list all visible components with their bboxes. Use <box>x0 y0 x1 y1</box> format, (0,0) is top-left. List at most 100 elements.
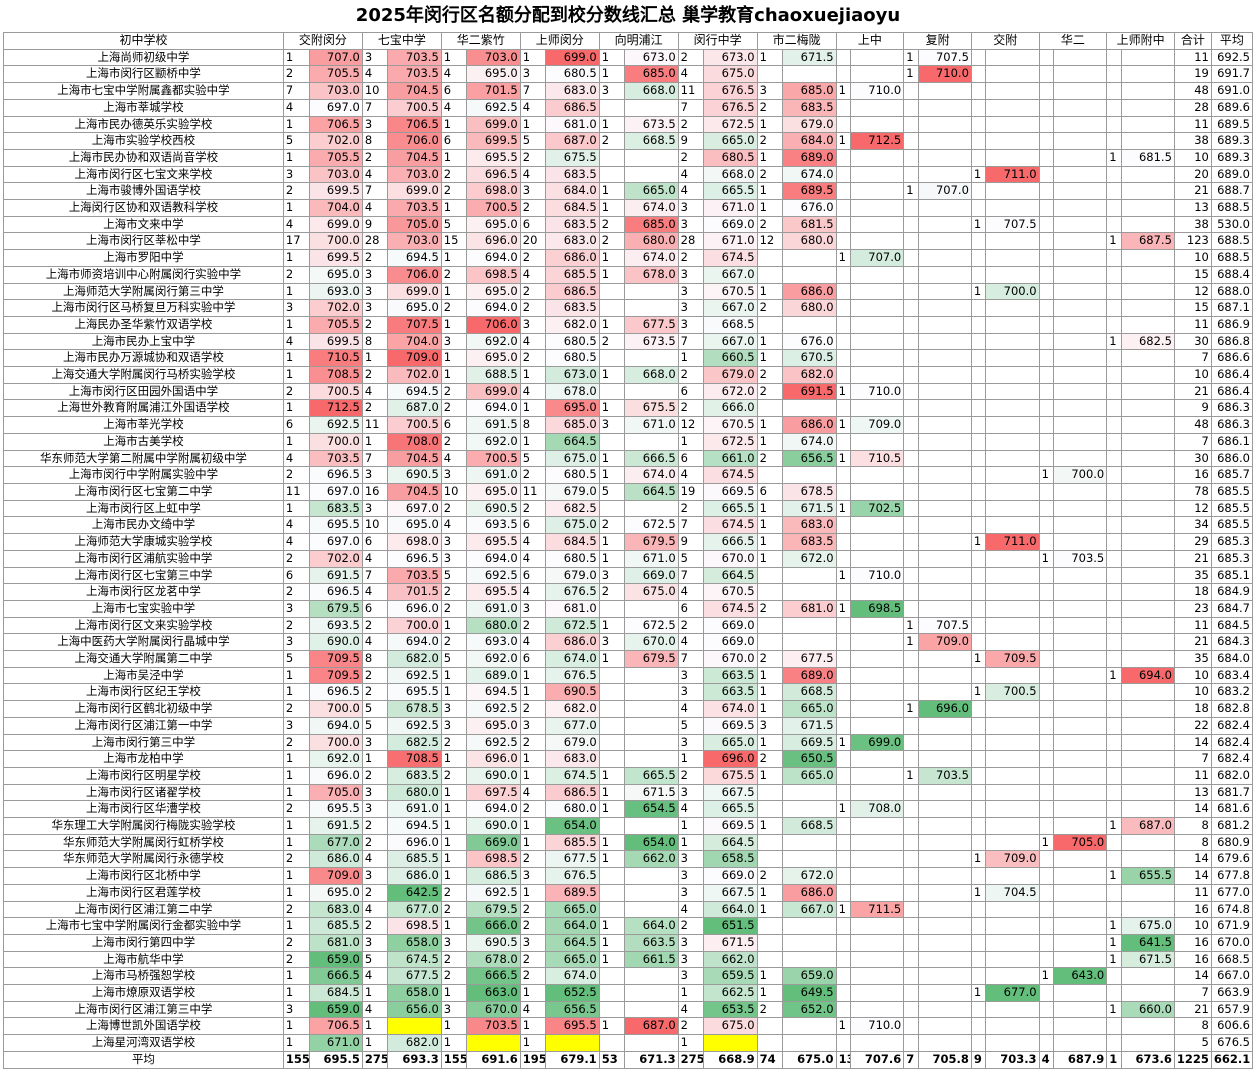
cutoff-score: 696.0 <box>387 833 442 852</box>
table-row: 上海市燎原双语学校 1 684.5 1 658.0 1 663.0 1 652.5 1 662.5 1… <box>3 984 1254 1002</box>
table-row: 上海市罗阳中学 1 699.5 2 694.5 1 694.0 2 686.0 1 674.0 2 67… <box>3 249 1254 267</box>
cutoff-score: 686.0 <box>387 867 442 885</box>
cutoff-score: 686.0 <box>545 249 600 267</box>
quota-count <box>970 98 987 117</box>
cutoff-score: 683.0 <box>782 516 837 535</box>
quota-count <box>970 566 987 585</box>
cutoff-score: 659.0 <box>308 1000 363 1019</box>
quota-count: 2 <box>519 148 547 167</box>
cutoff-score <box>624 1034 679 1052</box>
quota-count: 1 <box>598 950 626 969</box>
quota-count: 1 <box>519 984 547 1002</box>
quota-count: 2 <box>598 215 626 234</box>
quota-count: 2 <box>519 950 547 969</box>
cutoff-score <box>1052 115 1108 134</box>
cutoff-score: 699.5 <box>308 182 363 201</box>
footer-count: 275 <box>677 1050 705 1069</box>
cutoff-score: 676.5 <box>545 583 600 601</box>
quota-count: 1 <box>282 199 310 217</box>
quota-count <box>903 432 919 451</box>
cutoff-score: 674.0 <box>545 650 600 668</box>
row-total: 11 <box>1173 883 1212 902</box>
quota-count: 2 <box>519 917 547 935</box>
quota-count: 1 <box>282 366 310 384</box>
quota-count <box>970 583 987 601</box>
quota-count <box>598 282 626 301</box>
quota-count: 3 <box>361 282 389 301</box>
cutoff-score <box>387 1017 442 1036</box>
cutoff-score: 677.5 <box>624 315 679 334</box>
cutoff-score <box>917 533 972 551</box>
footer-average-score: 679.1 <box>545 1050 600 1069</box>
cutoff-score: 694.0 <box>1120 666 1175 685</box>
table-row: 上海世外教育附属浦江外国语学校 1 712.5 2 687.0 2 694.0 1 695.0 1… <box>3 399 1254 418</box>
quota-count: 2 <box>282 616 310 635</box>
cutoff-score: 674.5 <box>703 516 758 535</box>
cutoff-score: 669.0 <box>703 616 758 635</box>
cutoff-score: 679.5 <box>624 650 679 668</box>
cutoff-score: 656.0 <box>387 1000 442 1019</box>
quota-count: 2 <box>519 199 547 217</box>
quota-count: 1 <box>835 449 851 468</box>
school-name: 上海市闵行第三中学 <box>3 733 284 752</box>
cutoff-score <box>917 249 972 267</box>
quota-count <box>903 549 919 568</box>
quota-count <box>903 82 919 100</box>
cutoff-score <box>1052 733 1108 752</box>
cutoff-score: 680.0 <box>782 232 837 251</box>
table-row: 上海市闵行区诸翟学校 1 705.0 3 680.0 1 697.5 4 686.5 1 671.5… <box>3 783 1254 802</box>
row-total: 13 <box>1173 199 1212 217</box>
quota-count <box>970 867 987 885</box>
cutoff-score <box>1120 449 1175 468</box>
quota-count <box>1038 349 1054 368</box>
cutoff-score: 679.5 <box>466 900 521 919</box>
row-average: 682.4 <box>1210 750 1254 768</box>
cutoff-score <box>849 215 905 234</box>
quota-count <box>756 399 784 418</box>
cutoff-score <box>849 683 905 702</box>
cutoff-score <box>1052 299 1108 317</box>
cutoff-score <box>624 900 679 919</box>
quota-count: 1 <box>282 883 310 902</box>
quota-count <box>1106 282 1122 301</box>
quota-count <box>903 466 919 484</box>
quota-count: 2 <box>361 917 389 935</box>
school-name: 上海世外教育附属浦江外国语学校 <box>3 399 284 418</box>
quota-count <box>970 733 987 752</box>
row-average: 685.7 <box>1210 466 1254 484</box>
cutoff-score: 712.5 <box>308 399 363 418</box>
quota-count: 2 <box>361 249 389 267</box>
cutoff-score <box>624 282 679 301</box>
quota-count <box>835 700 851 718</box>
quota-count: 4 <box>440 98 468 117</box>
cutoff-score: 704.5 <box>387 482 442 501</box>
cutoff-score <box>1120 733 1175 752</box>
quota-count <box>1106 984 1122 1002</box>
quota-count: 1 <box>598 833 626 852</box>
cutoff-score: 642.5 <box>387 883 442 902</box>
quota-count <box>1106 449 1122 468</box>
quota-count: 1 <box>519 883 547 902</box>
school-name: 上海市闵行区文来实验学校 <box>3 616 284 635</box>
quota-count: 1 <box>835 249 851 267</box>
quota-count <box>835 315 851 334</box>
quota-count: 3 <box>519 933 547 952</box>
cutoff-score <box>1120 215 1175 234</box>
quota-count <box>1038 182 1054 201</box>
table-row: 华东理工大学附属闵行梅陇实验学校 1 691.5 2 694.5 1 690.0 1 654.0… <box>3 817 1254 835</box>
cutoff-score: 670.5 <box>703 282 758 301</box>
cutoff-score <box>782 1017 837 1036</box>
row-average: 685.5 <box>1210 499 1254 518</box>
cutoff-score: 678.0 <box>545 382 600 401</box>
cutoff-score: 668.0 <box>703 165 758 184</box>
cutoff-score <box>849 299 905 317</box>
cutoff-score: 680.5 <box>545 549 600 568</box>
row-total: 35 <box>1173 650 1212 668</box>
cutoff-score: 709.5 <box>985 650 1040 668</box>
row-total: 8 <box>1173 833 1212 852</box>
cutoff-score: 666.5 <box>624 449 679 468</box>
cutoff-score: 659.0 <box>782 967 837 986</box>
quota-count: 1 <box>361 984 389 1002</box>
row-total: 18 <box>1173 700 1212 718</box>
cutoff-score: 708.0 <box>849 800 905 819</box>
